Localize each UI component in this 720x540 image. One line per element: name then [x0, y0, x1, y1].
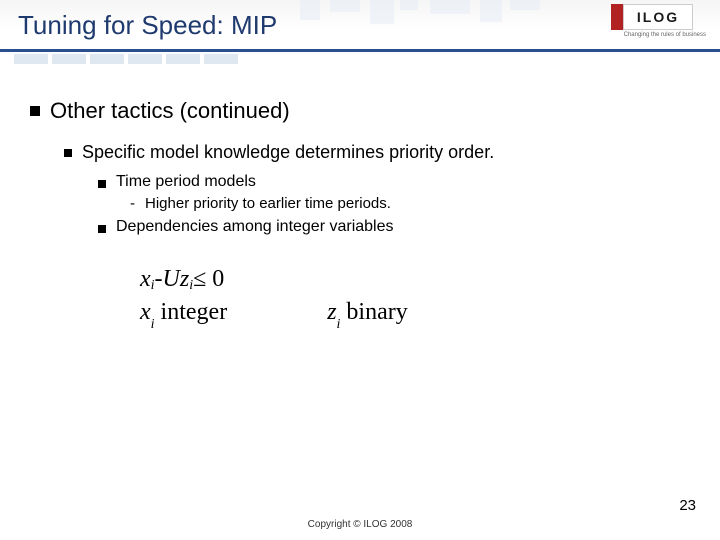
- formula-type: binary: [340, 299, 407, 325]
- slide-title: Tuning for Speed: MIP: [18, 10, 277, 41]
- square-bullet-icon: [64, 149, 72, 157]
- bullet-level4: - Higher priority to earlier time period…: [130, 195, 690, 212]
- title-underline: [0, 49, 720, 52]
- page-number: 23: [679, 497, 696, 514]
- formula-var: x: [140, 266, 151, 293]
- copyright-footer: Copyright © ILOG 2008: [0, 519, 720, 530]
- dash-bullet-icon: -: [130, 195, 135, 212]
- formula-var: U: [163, 266, 180, 293]
- bullet-text: Higher priority to earlier time periods.: [145, 195, 391, 212]
- formula-line-1: xi - Uzi ≤ 0: [140, 266, 690, 293]
- formula-var: z: [180, 266, 189, 293]
- ilog-logo: ILOG Changing the rules of business: [611, 4, 706, 46]
- bullet-text: Time period models: [116, 173, 256, 191]
- bullet-text: Specific model knowledge determines prio…: [82, 142, 494, 163]
- formula-term: zi binary: [327, 299, 408, 330]
- formula-block: xi - Uzi ≤ 0 xi integer zi binary: [140, 266, 690, 330]
- bullet-level3: Dependencies among integer variables: [98, 218, 690, 236]
- bullet-text: Other tactics (continued): [50, 98, 290, 124]
- formula-rel: ≤ 0: [193, 266, 224, 293]
- formula-line-2: xi integer zi binary: [140, 299, 690, 330]
- formula-sub: i: [151, 317, 155, 332]
- bullet-text: Dependencies among integer variables: [116, 218, 394, 236]
- formula-sub: i: [189, 278, 193, 294]
- formula-sub: i: [337, 317, 341, 332]
- slide-header: Tuning for Speed: MIP ILOG Changing the …: [0, 0, 720, 70]
- square-bullet-icon: [30, 106, 40, 116]
- formula-op: -: [155, 266, 163, 293]
- slide-content: Other tactics (continued) Specific model…: [0, 70, 720, 330]
- formula-var: x: [140, 299, 151, 325]
- formula-type: integer: [155, 299, 228, 325]
- bullet-level2: Specific model knowledge determines prio…: [64, 142, 690, 163]
- subtitle-decoration: [14, 54, 238, 64]
- formula-var: z: [327, 299, 336, 325]
- square-bullet-icon: [98, 180, 106, 188]
- bullet-level3: Time period models: [98, 173, 690, 191]
- square-bullet-icon: [98, 225, 106, 233]
- formula-sub: i: [151, 278, 155, 294]
- bullet-level1: Other tactics (continued): [30, 98, 690, 124]
- logo-text: ILOG: [611, 4, 693, 30]
- logo-tagline: Changing the rules of business: [611, 32, 706, 38]
- formula-term: xi integer: [140, 299, 227, 330]
